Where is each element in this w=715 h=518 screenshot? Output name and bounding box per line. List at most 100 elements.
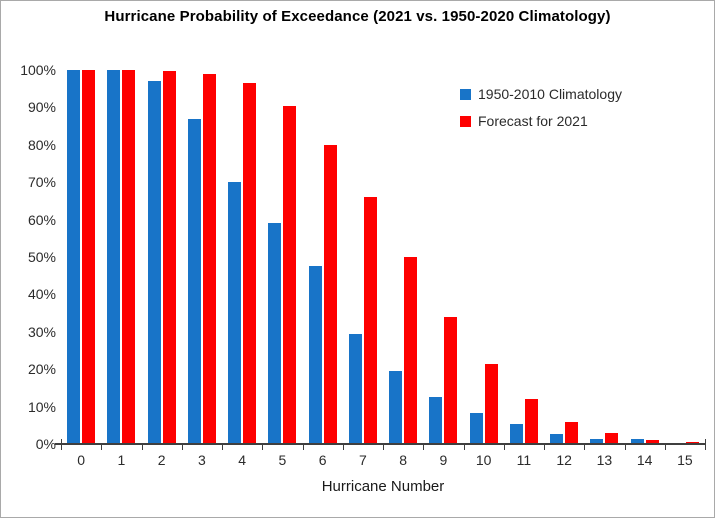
bar-climatology-2	[147, 81, 161, 444]
x-axis-tick-6	[302, 444, 304, 450]
bar-forecast-14	[645, 439, 659, 444]
bar-forecast-2	[162, 70, 176, 444]
y-tick-label-0: 0%	[35, 436, 56, 452]
x-axis-tick-3	[181, 444, 183, 450]
bar-group-11	[504, 70, 544, 444]
x-tick-label-13: 13	[596, 452, 613, 468]
x-axis-tick-13	[584, 444, 586, 450]
bar-group-15	[665, 70, 705, 444]
x-tick-label-0: 0	[77, 452, 86, 468]
bar-climatology-14	[630, 439, 644, 444]
bar-climatology-6	[308, 266, 322, 444]
plot-area	[61, 70, 705, 444]
x-axis-tick-7	[342, 444, 344, 450]
bar-group-4	[222, 70, 262, 444]
x-tick-label-15: 15	[677, 452, 693, 468]
bar-group-7	[343, 70, 383, 444]
bar-group-14	[625, 70, 665, 444]
x-tick-label-4: 4	[238, 452, 247, 468]
bar-climatology-3	[187, 118, 201, 444]
y-tick-label-70: 70%	[27, 174, 56, 191]
y-tick-label-90: 90%	[27, 99, 56, 116]
x-tick-label-5: 5	[278, 452, 287, 468]
x-axis-tick-2	[141, 444, 143, 450]
x-axis-tick-11	[503, 444, 505, 450]
bar-forecast-11	[524, 399, 538, 444]
bar-group-6	[303, 70, 343, 444]
bar-forecast-4	[243, 83, 257, 444]
bar-climatology-13	[590, 439, 604, 444]
bar-group-13	[584, 70, 624, 444]
y-tick-label-10: 10%	[27, 398, 56, 415]
bar-climatology-4	[228, 182, 242, 444]
x-axis-tick-9	[423, 444, 425, 450]
bar-climatology-12	[550, 433, 564, 444]
y-tick-label-80: 80%	[27, 136, 56, 153]
x-tick-label-14: 14	[636, 452, 653, 468]
legend-item-forecast: Forecast for 2021	[460, 113, 622, 129]
bar-forecast-8	[404, 257, 418, 444]
bar-group-12	[544, 70, 584, 444]
bar-group-10	[464, 70, 504, 444]
bar-climatology-8	[389, 371, 403, 444]
legend-swatch-forecast-icon	[460, 115, 471, 127]
x-axis-title: Hurricane Number	[321, 478, 445, 495]
y-tick-label-100: 100%	[20, 62, 56, 78]
x-axis-line	[55, 443, 706, 445]
legend: 1950-2010 Climatology Forecast for 2021	[460, 86, 622, 129]
legend-label-forecast: Forecast for 2021	[478, 113, 588, 129]
y-tick-label-20: 20%	[27, 361, 56, 378]
bar-group-5	[262, 70, 302, 444]
legend-swatch-climatology-icon	[460, 88, 471, 100]
x-axis-tick-16	[705, 439, 706, 450]
x-tick-label-9: 9	[439, 452, 448, 468]
x-tick-label-7: 7	[358, 452, 367, 468]
x-tick-label-8: 8	[399, 452, 408, 468]
bar-forecast-6	[323, 144, 337, 444]
bar-forecast-9	[444, 316, 458, 444]
bar-climatology-0	[67, 70, 81, 444]
x-axis-tick-5	[262, 444, 264, 450]
legend-item-climatology: 1950-2010 Climatology	[460, 86, 622, 102]
x-axis-tick-12	[544, 444, 545, 450]
x-axis-tick-15	[664, 444, 666, 450]
bar-climatology-9	[429, 397, 443, 444]
x-axis-tick-0	[61, 439, 62, 450]
x-tick-label-11: 11	[516, 452, 532, 468]
y-tick-label-30: 30%	[27, 323, 56, 340]
bar-group-3	[182, 70, 222, 444]
bar-group-9	[423, 70, 463, 444]
bar-group-2	[142, 70, 182, 444]
bar-climatology-11	[509, 424, 523, 444]
bar-forecast-15	[685, 441, 699, 444]
bar-forecast-5	[283, 105, 297, 444]
y-tick-label-60: 60%	[27, 211, 56, 228]
x-axis-labels: 0 1 2 3 4 5 6 7 8 9 10 11 12 13 14 15	[61, 452, 705, 468]
bar-climatology-10	[469, 413, 483, 444]
bar-group-1	[101, 70, 141, 444]
x-tick-label-2: 2	[157, 452, 166, 468]
bar-forecast-10	[484, 364, 498, 444]
x-tick-label-12: 12	[556, 452, 572, 468]
x-axis-tick-10	[463, 444, 465, 450]
y-tick-label-40: 40%	[27, 286, 56, 303]
bar-group-8	[383, 70, 423, 444]
x-axis-tick-8	[383, 444, 384, 450]
x-tick-label-3: 3	[197, 452, 206, 468]
bar-forecast-12	[565, 421, 579, 444]
x-axis-tick-14	[624, 444, 626, 450]
x-axis-tick-1	[101, 444, 103, 450]
bar-forecast-1	[122, 70, 136, 444]
x-axis-tick-4	[222, 444, 223, 450]
bar-climatology-7	[348, 333, 362, 444]
bar-forecast-13	[605, 432, 619, 444]
chart-title: Hurricane Probability of Exceedance (202…	[104, 8, 611, 25]
legend-label-climatology: 1950-2010 Climatology	[478, 86, 622, 102]
y-tick-label-50: 50%	[27, 249, 56, 265]
x-tick-label-1: 1	[117, 452, 126, 468]
x-tick-label-6: 6	[318, 452, 327, 468]
bar-forecast-3	[202, 73, 216, 444]
bar-climatology-5	[268, 223, 282, 444]
bar-forecast-0	[82, 70, 96, 444]
